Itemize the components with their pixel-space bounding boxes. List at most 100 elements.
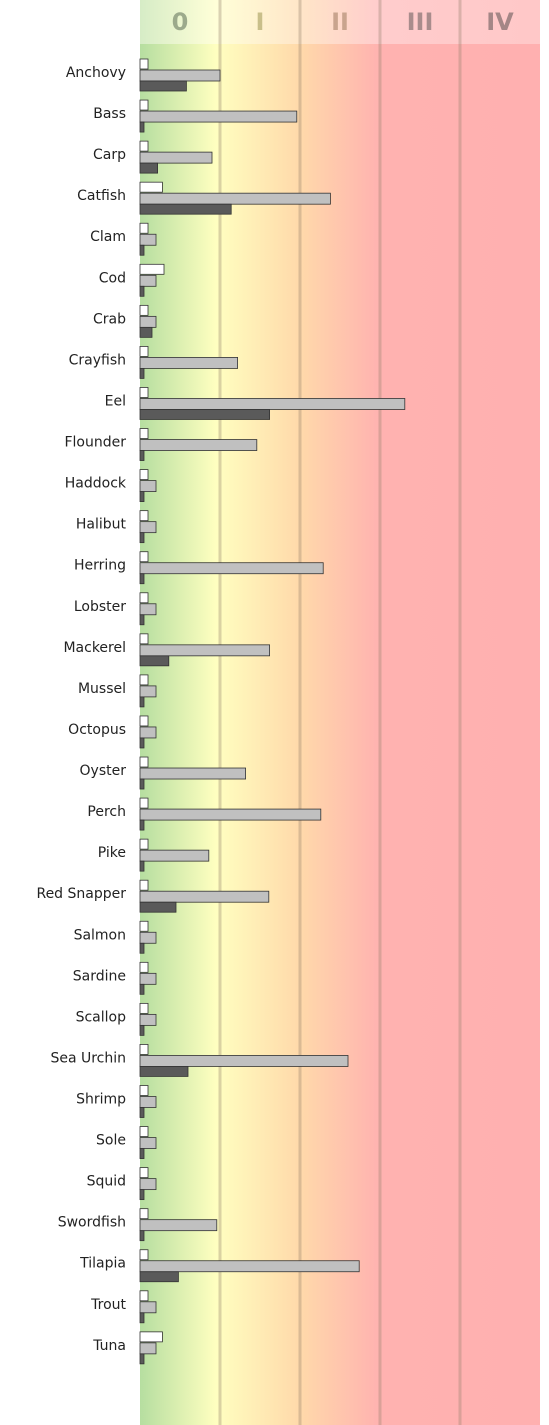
category-label: Mussel	[78, 681, 126, 697]
bar	[139, 633, 149, 645]
bar	[139, 99, 149, 111]
bar	[139, 244, 145, 256]
bar	[139, 920, 149, 932]
bar	[139, 1055, 349, 1067]
category-label: Eel	[105, 393, 126, 409]
bar	[139, 58, 149, 70]
bar	[139, 1013, 157, 1026]
category-label: Catfish	[77, 188, 126, 204]
category-label: Haddock	[65, 476, 127, 492]
bar	[139, 315, 157, 328]
zone-label: II	[331, 8, 349, 36]
bar	[139, 368, 145, 379]
header-background	[140, 0, 540, 44]
bar	[139, 592, 149, 604]
bar	[139, 121, 145, 133]
bar	[139, 203, 232, 215]
bar	[139, 819, 145, 831]
bar	[139, 532, 145, 544]
bar	[139, 1301, 157, 1314]
bar	[139, 1024, 145, 1036]
category-label: Clam	[90, 229, 126, 245]
category-label: Scallop	[76, 1009, 127, 1025]
bar	[139, 726, 157, 739]
category-label: Octopus	[68, 722, 126, 738]
category-label: Anchovy	[66, 65, 126, 81]
bar	[139, 1249, 149, 1261]
category-label: Herring	[74, 558, 126, 574]
bar	[139, 304, 149, 316]
bar	[139, 162, 159, 174]
bar	[139, 931, 157, 944]
category-label: Bass	[93, 106, 126, 122]
bar	[139, 1148, 145, 1159]
bar	[139, 480, 157, 493]
bar	[139, 387, 149, 398]
bar	[139, 1230, 145, 1242]
bar	[139, 1085, 149, 1096]
bar	[139, 655, 170, 667]
bar	[139, 409, 271, 420]
bar	[139, 1342, 157, 1355]
bar	[139, 450, 145, 461]
bar	[139, 1260, 360, 1273]
bar	[139, 110, 298, 123]
category-label: Sardine	[73, 968, 126, 984]
bar	[139, 510, 149, 522]
bar	[139, 879, 149, 891]
bar	[139, 1002, 149, 1014]
bar	[139, 346, 149, 357]
bar	[139, 614, 145, 626]
category-label: Halibut	[76, 517, 127, 533]
bar	[139, 860, 145, 872]
bar	[139, 551, 149, 563]
bar	[139, 808, 322, 821]
bar	[139, 685, 157, 698]
bar	[139, 1312, 145, 1324]
bar	[139, 1137, 157, 1149]
bar	[139, 1189, 145, 1201]
category-label: Shrimp	[76, 1092, 126, 1108]
bar	[139, 573, 145, 585]
bar	[139, 151, 213, 164]
bar	[139, 428, 149, 439]
bar	[139, 1044, 149, 1055]
zone-label: 0	[172, 8, 189, 36]
bar	[139, 562, 324, 575]
category-label: Cod	[99, 270, 126, 286]
bar	[139, 737, 145, 749]
bar	[139, 69, 221, 82]
bar	[139, 797, 149, 809]
bar	[139, 357, 238, 369]
bar	[139, 767, 246, 780]
bar	[139, 222, 149, 234]
category-label: Carp	[93, 147, 126, 163]
bar	[139, 1219, 218, 1232]
category-label: Perch	[87, 804, 126, 820]
bar	[139, 715, 149, 727]
bar	[139, 674, 149, 686]
bar	[139, 1353, 145, 1365]
bar	[139, 274, 157, 287]
bar	[139, 439, 258, 451]
zone-label: IV	[486, 8, 514, 36]
category-label: Salmon	[74, 927, 126, 943]
category-label: Sea Urchin	[50, 1050, 126, 1066]
bar	[139, 983, 145, 995]
bar	[139, 1167, 149, 1179]
bar	[139, 603, 157, 616]
category-label: Tuna	[92, 1338, 126, 1354]
bar	[139, 1096, 157, 1108]
bar	[139, 285, 145, 297]
bar	[139, 942, 145, 954]
zone-label: I	[256, 8, 265, 36]
plot-background	[140, 44, 540, 1425]
category-label: Crab	[93, 311, 126, 327]
bar	[139, 1066, 189, 1077]
category-label: Pike	[98, 845, 126, 861]
bar	[139, 972, 157, 985]
bar	[139, 491, 145, 503]
bar	[139, 326, 153, 338]
bar	[139, 1107, 145, 1118]
